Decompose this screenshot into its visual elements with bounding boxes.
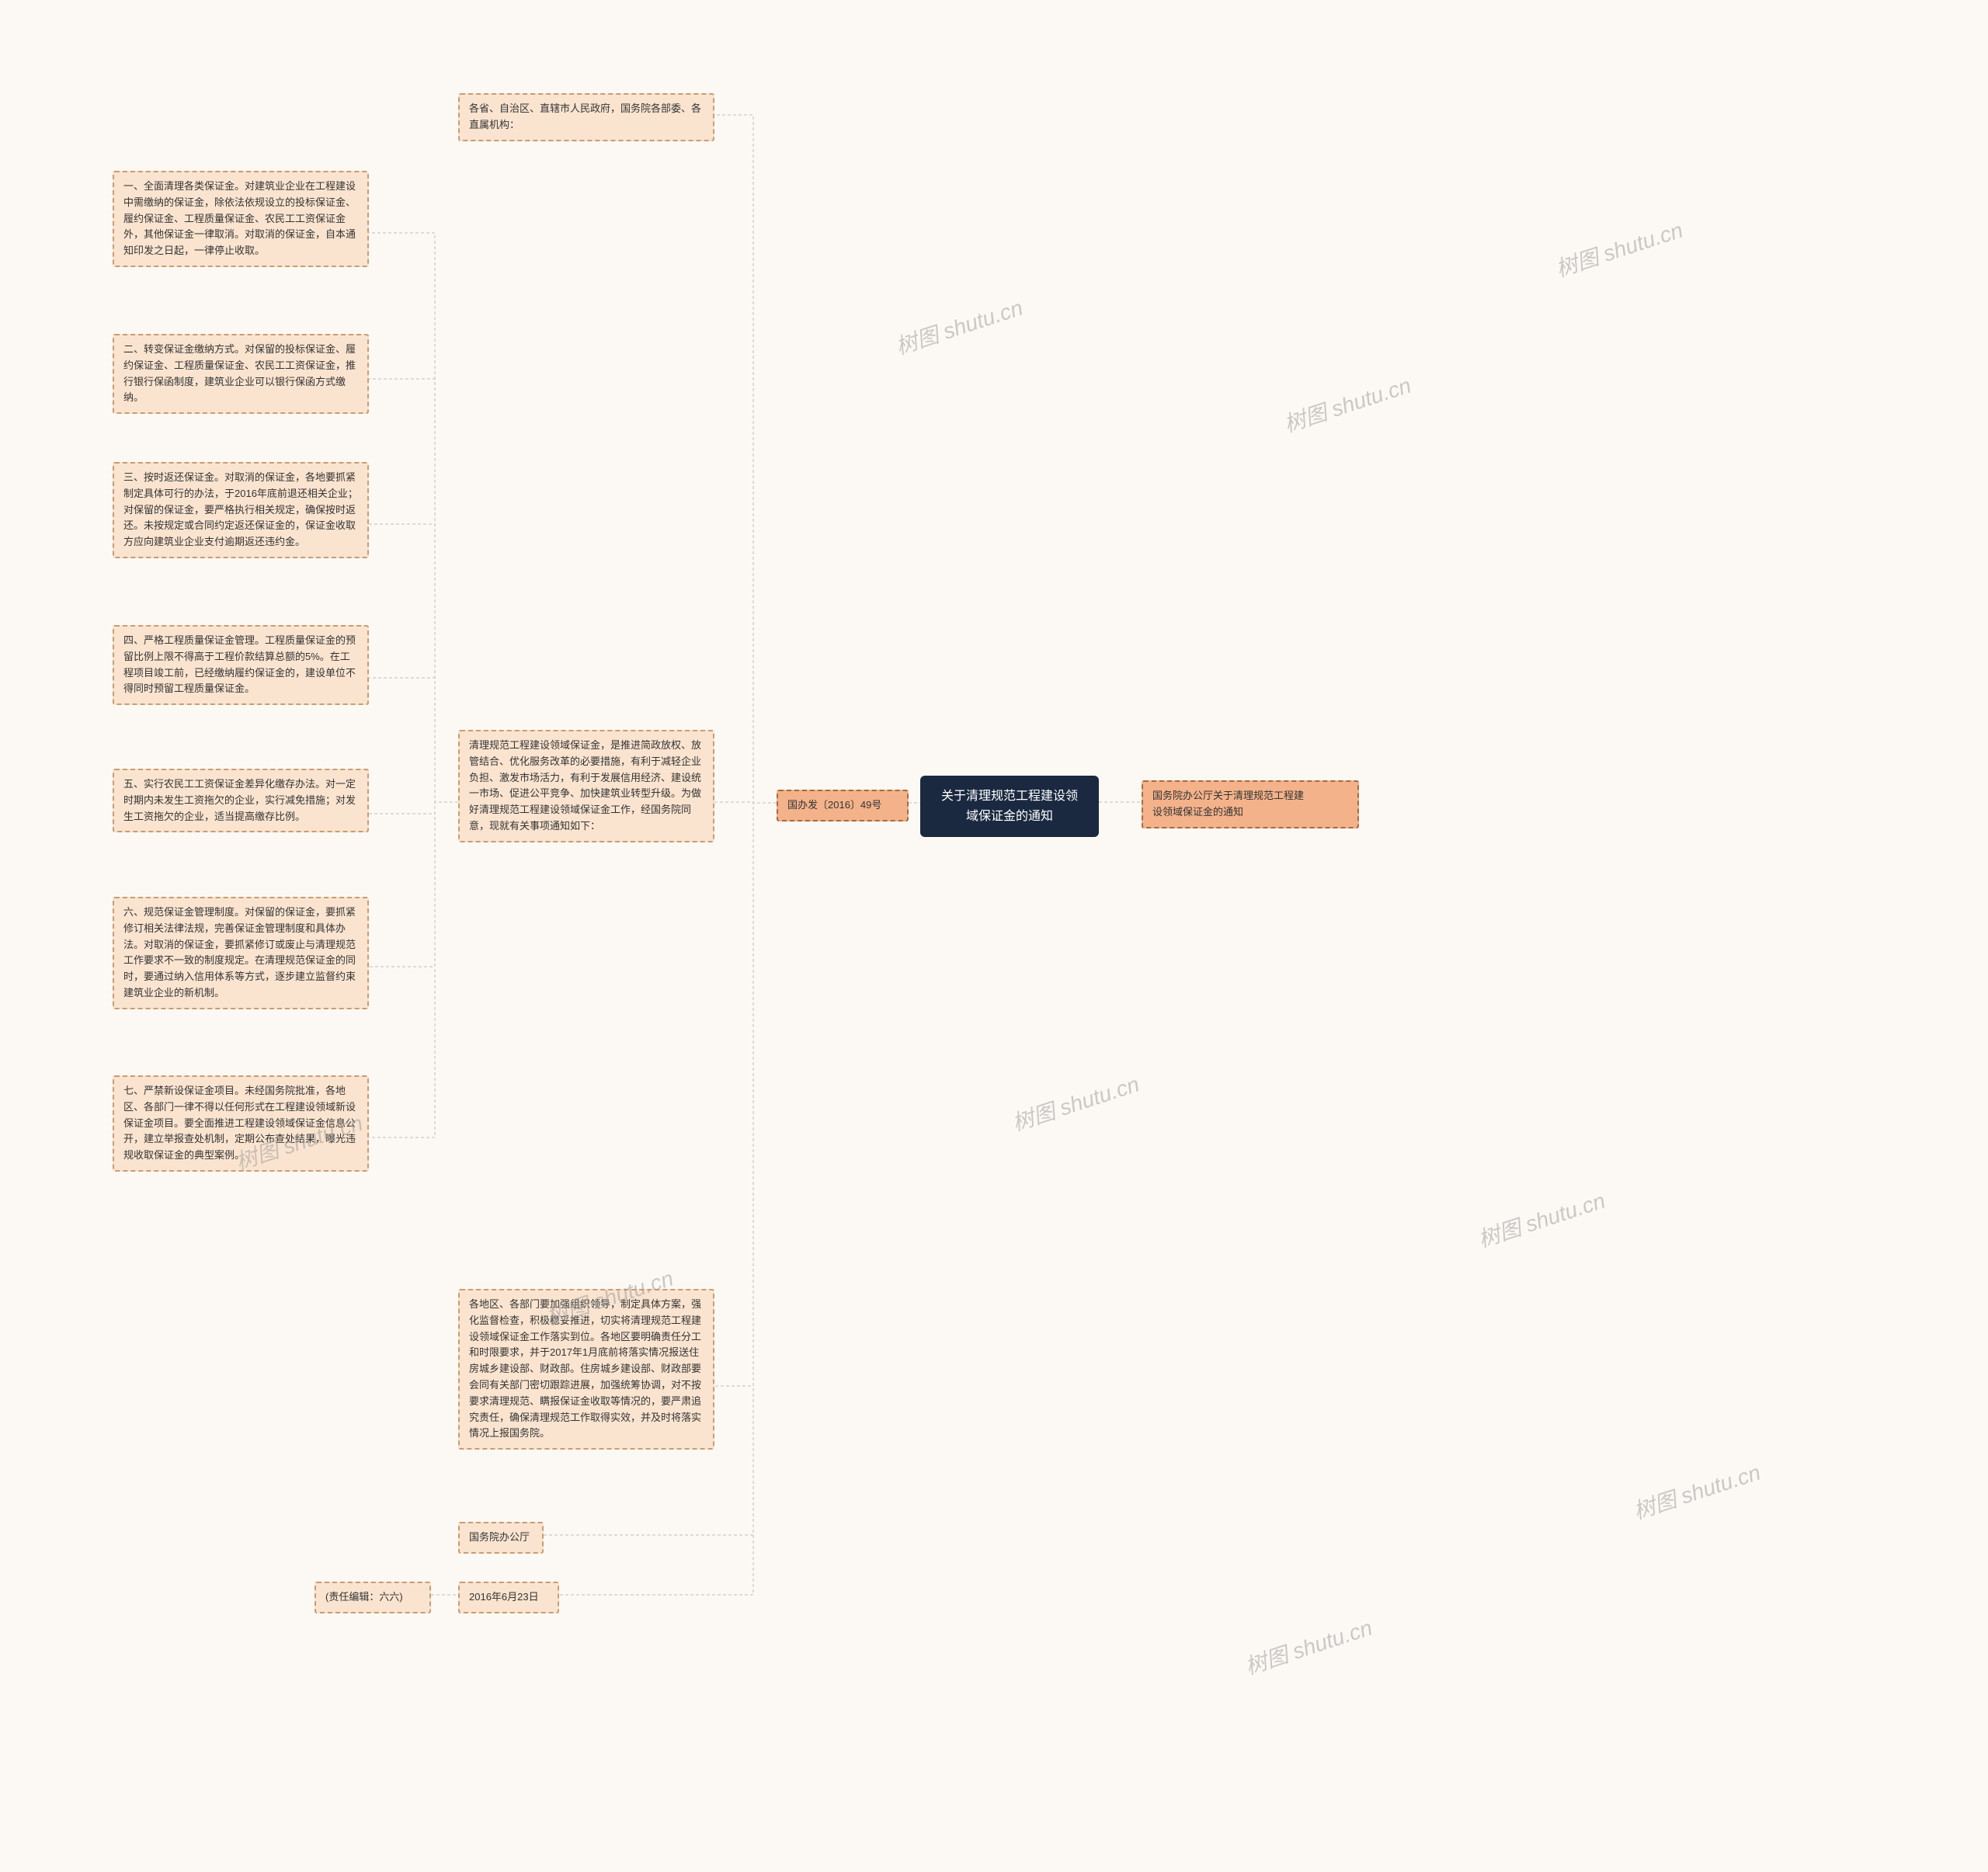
child-preamble[interactable]: 清理规范工程建设领域保证金，是推进简政放权、放管结合、优化服务改革的必要措施，有… [458, 730, 714, 842]
child-closing-text: 各地区、各部门要加强组织领导，制定具体方案，强化监督检查，积极稳妥推进，切实将清… [469, 1298, 701, 1439]
watermark-text: 树图 shutu.cn [1629, 1456, 1764, 1526]
item-1[interactable]: 一、全面清理各类保证金。对建筑业企业在工程建设中需缴纳的保证金，除依法依规设立的… [113, 171, 369, 267]
child-date-text: 2016年6月23日 [469, 1591, 539, 1603]
item-7[interactable]: 七、严禁新设保证金项目。未经国务院批准，各地区、各部门一律不得以任何形式在工程建… [113, 1075, 369, 1172]
item-6-text: 六、规范保证金管理制度。对保留的保证金，要抓紧修订相关法律法规，完善保证金管理制… [123, 906, 356, 999]
right-branch-text: 国务院办公厅关于清理规范工程建设领域保证金的通知 [1152, 790, 1304, 818]
child-editor-text: (责任编辑：六六) [325, 1591, 403, 1603]
root-node[interactable]: 关于清理规范工程建设领域保证金的通知 [920, 776, 1099, 837]
item-2-text: 二、转变保证金缴纳方式。对保留的投标保证金、履约保证金、工程质量保证金、农民工工… [123, 343, 356, 403]
item-3[interactable]: 三、按时返还保证金。对取消的保证金，各地要抓紧制定具体可行的办法，于2016年底… [113, 462, 369, 558]
item-3-text: 三、按时返还保证金。对取消的保证金，各地要抓紧制定具体可行的办法，于2016年底… [123, 471, 358, 547]
child-recipients-text: 各省、自治区、直辖市人民政府，国务院各部委、各直属机构： [469, 102, 701, 130]
watermark-text: 树图 shutu.cn [1474, 1184, 1609, 1254]
item-4[interactable]: 四、严格工程质量保证金管理。工程质量保证金的预留比例上限不得高于工程价款结算总额… [113, 625, 369, 705]
watermark-text: 树图 shutu.cn [891, 291, 1027, 361]
item-7-text: 七、严禁新设保证金项目。未经国务院批准，各地区、各部门一律不得以任何形式在工程建… [123, 1085, 356, 1161]
watermark-text: 树图 shutu.cn [1280, 369, 1415, 439]
child-signature-text: 国务院办公厅 [469, 1531, 530, 1543]
item-6[interactable]: 六、规范保证金管理制度。对保留的保证金，要抓紧修订相关法律法规，完善保证金管理制… [113, 897, 369, 1009]
child-signature[interactable]: 国务院办公厅 [458, 1522, 544, 1554]
watermark-text: 树图 shutu.cn [1552, 214, 1687, 283]
watermark-text: 树图 shutu.cn [1241, 1611, 1376, 1681]
item-5[interactable]: 五、实行农民工工资保证金差异化缴存办法。对一定时期内未发生工资拖欠的企业，实行减… [113, 769, 369, 832]
child-closing[interactable]: 各地区、各部门要加强组织领导，制定具体方案，强化监督检查，积极稳妥推进，切实将清… [458, 1289, 714, 1450]
root-text: 关于清理规范工程建设领域保证金的通知 [941, 790, 1078, 823]
item-1-text: 一、全面清理各类保证金。对建筑业企业在工程建设中需缴纳的保证金，除依法依规设立的… [123, 180, 356, 256]
mindmap-canvas: 关于清理规范工程建设领域保证金的通知 国务院办公厅关于清理规范工程建设领域保证金… [0, 0, 1988, 1872]
right-branch[interactable]: 国务院办公厅关于清理规范工程建设领域保证金的通知 [1142, 780, 1359, 828]
left-branch[interactable]: 国办发〔2016〕49号 [777, 790, 909, 821]
child-preamble-text: 清理规范工程建设领域保证金，是推进简政放权、放管结合、优化服务改革的必要措施，有… [469, 739, 701, 832]
left-branch-text: 国办发〔2016〕49号 [787, 799, 881, 811]
item-2[interactable]: 二、转变保证金缴纳方式。对保留的投标保证金、履约保证金、工程质量保证金、农民工工… [113, 334, 369, 414]
item-4-text: 四、严格工程质量保证金管理。工程质量保证金的预留比例上限不得高于工程价款结算总额… [123, 634, 356, 694]
watermark-text: 树图 shutu.cn [1008, 1068, 1143, 1137]
child-recipients[interactable]: 各省、自治区、直辖市人民政府，国务院各部委、各直属机构： [458, 93, 714, 141]
item-5-text: 五、实行农民工工资保证金差异化缴存办法。对一定时期内未发生工资拖欠的企业，实行减… [123, 778, 356, 822]
child-date[interactable]: 2016年6月23日 [458, 1582, 559, 1613]
child-editor[interactable]: (责任编辑：六六) [315, 1582, 431, 1613]
